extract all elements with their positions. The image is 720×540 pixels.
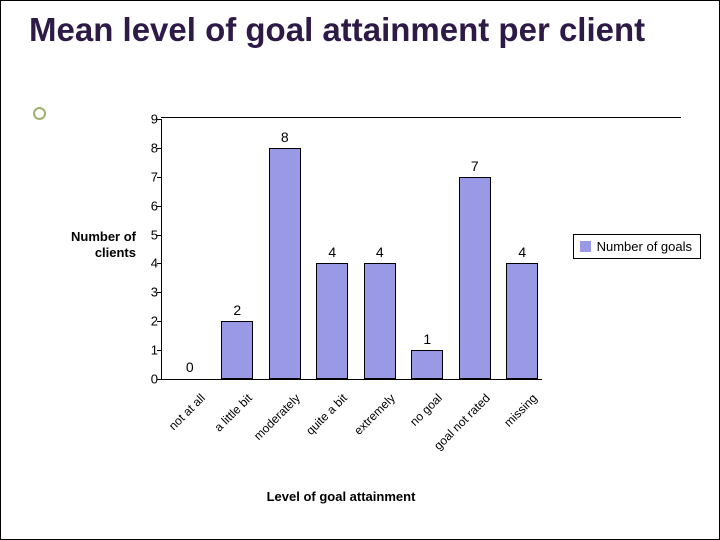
x-axis-label: Level of goal attainment — [31, 489, 651, 504]
bar-value-label: 2 — [222, 302, 252, 318]
y-tick: 3 — [134, 285, 158, 300]
y-tick: 1 — [134, 343, 158, 358]
bar-value-label: 4 — [507, 244, 537, 260]
chart-container: Number of clients 01234567890not at all2… — [61, 119, 681, 489]
bar-value-label: 1 — [412, 331, 442, 347]
plot-top-border — [161, 117, 681, 118]
y-tick: 9 — [134, 112, 158, 127]
plot-area: 01234567890not at all2a little bit8moder… — [161, 119, 542, 380]
y-tick: 7 — [134, 169, 158, 184]
bar-value-label: 0 — [174, 359, 206, 375]
legend: Number of goals — [573, 234, 701, 259]
bar-value-label: 4 — [317, 244, 347, 260]
y-tick: 5 — [134, 227, 158, 242]
bar-value-label: 8 — [270, 129, 300, 145]
y-tick-mark — [157, 263, 162, 264]
bar: 7 — [459, 177, 491, 379]
slide-title: Mean level of goal attainment per client — [29, 11, 645, 49]
y-tick: 6 — [134, 198, 158, 213]
y-tick-mark — [157, 292, 162, 293]
slide: Mean level of goal attainment per client… — [0, 0, 720, 540]
y-tick-mark — [157, 235, 162, 236]
bar: 4 — [364, 263, 396, 379]
y-tick: 0 — [134, 372, 158, 387]
y-tick: 2 — [134, 314, 158, 329]
y-axis-label: Number of clients — [46, 229, 136, 260]
bar: 1 — [411, 350, 443, 379]
legend-label: Number of goals — [597, 239, 692, 254]
y-tick: 4 — [134, 256, 158, 271]
bar-value-label: 4 — [365, 244, 395, 260]
y-tick: 8 — [134, 140, 158, 155]
bar: 2 — [221, 321, 253, 379]
y-tick-mark — [157, 379, 162, 380]
y-tick-mark — [157, 321, 162, 322]
bar: 4 — [316, 263, 348, 379]
bar: 4 — [506, 263, 538, 379]
y-tick-mark — [157, 119, 162, 120]
y-tick-mark — [157, 177, 162, 178]
y-tick-mark — [157, 350, 162, 351]
y-tick-mark — [157, 148, 162, 149]
y-tick-mark — [157, 206, 162, 207]
bullet-icon — [33, 107, 46, 120]
bar: 8 — [269, 148, 301, 379]
legend-swatch — [580, 241, 591, 252]
bar-value-label: 7 — [460, 158, 490, 174]
